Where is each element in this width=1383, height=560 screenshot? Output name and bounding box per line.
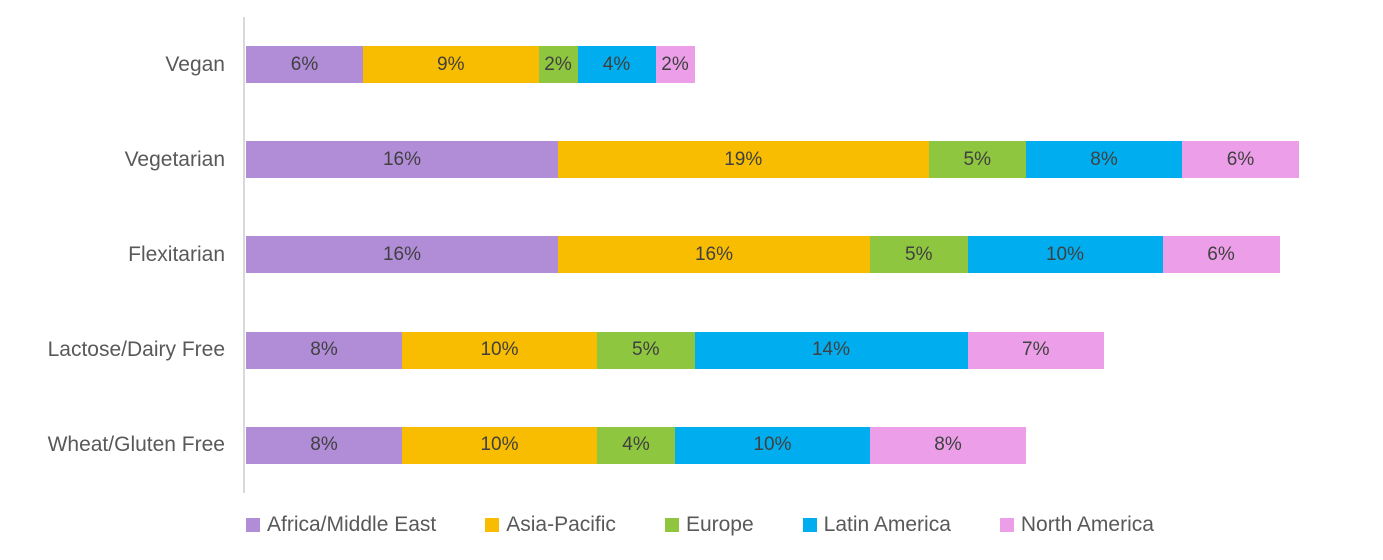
stacked-bar: 16% 16% 5% 10% 6%	[246, 236, 1280, 274]
bar-segment-north-america: 7%	[967, 331, 1104, 369]
bar-segment-europe: 4%	[597, 426, 675, 464]
legend-item-latin-america: Latin America	[802, 513, 951, 537]
legend-item-asia-pacific: Asia-Pacific	[485, 513, 616, 537]
legend-label: Africa/Middle East	[267, 513, 437, 536]
legend-swatch-icon	[802, 518, 817, 532]
data-label: 5%	[963, 148, 991, 170]
legend-label: Asia-Pacific	[506, 513, 616, 536]
data-label: 10%	[480, 339, 519, 361]
chart-row-vegetarian: Vegetarian 16% 19% 5% 8% 6%	[0, 112, 1383, 207]
data-label: 4%	[602, 53, 631, 75]
category-label: Vegan	[165, 52, 225, 76]
legend-label: Europe	[685, 513, 754, 536]
stacked-bar: 6% 9% 2% 4% 2%	[246, 46, 695, 84]
category-label: Vegetarian	[124, 147, 225, 171]
bar-segment-europe: 5%	[870, 236, 968, 274]
data-label: 14%	[811, 339, 851, 361]
data-label: 6%	[290, 53, 319, 75]
chart-row-wheat-gluten-free: Wheat/Gluten Free 8% 10% 4% 10% 8%	[0, 398, 1383, 493]
data-label: 7%	[1022, 339, 1050, 361]
bar-segment-north-america: 6%	[1182, 141, 1299, 179]
legend-item-europe: Europe	[664, 513, 754, 537]
bar-segment-europe: 2%	[538, 46, 578, 84]
chart-row-vegan: Vegan 6% 9% 2% 4% 2%	[0, 17, 1383, 112]
plot-area: Vegan 6% 9% 2% 4% 2% Vegetarian 16% 19% 5% 8% 6% Fle…	[0, 17, 1383, 493]
legend-swatch-icon	[246, 518, 260, 532]
y-axis-line	[243, 17, 245, 493]
data-label: 5%	[905, 243, 933, 265]
data-label: 9%	[437, 53, 465, 75]
bar-segment-north-america: 8%	[870, 426, 1026, 464]
data-label: 2%	[661, 53, 689, 75]
bar-segment-asia-pacific: 10%	[402, 426, 597, 464]
data-label: 16%	[382, 148, 422, 170]
bar-segment-latin-america: 8%	[1026, 141, 1182, 179]
bar-segment-latin-america: 4%	[577, 46, 656, 84]
data-label: 6%	[1226, 148, 1255, 170]
chart-row-lactose-dairy-free: Lactose/Dairy Free 8% 10% 5% 14% 7%	[0, 303, 1383, 398]
bar-segment-latin-america: 10%	[675, 426, 870, 464]
data-label: 8%	[310, 434, 338, 456]
legend: Africa/Middle East Asia-Pacific Europe Lati…	[246, 513, 1154, 537]
bar-segment-europe: 5%	[928, 141, 1026, 179]
legend-swatch-icon	[485, 518, 500, 532]
data-label: 16%	[694, 243, 734, 265]
category-label: Wheat/Gluten Free	[47, 433, 225, 457]
bar-segment-africa-middle-east: 16%	[246, 141, 558, 179]
bar-segment-asia-pacific: 19%	[558, 141, 929, 179]
data-label: 5%	[632, 339, 660, 361]
bar-segment-europe: 5%	[597, 331, 695, 369]
category-label: Flexitarian	[128, 242, 225, 266]
stacked-bar: 8% 10% 4% 10% 8%	[246, 426, 1026, 464]
bar-rows: Vegan 6% 9% 2% 4% 2% Vegetarian 16% 19% 5% 8% 6% Fle…	[0, 17, 1383, 493]
legend-swatch-icon	[664, 518, 679, 532]
bar-segment-africa-middle-east: 6%	[246, 46, 363, 84]
bar-segment-asia-pacific: 16%	[558, 236, 870, 274]
legend-label: North America	[1020, 513, 1154, 536]
bar-segment-latin-america: 10%	[967, 236, 1163, 274]
data-label: 16%	[382, 243, 422, 265]
category-label: Lactose/Dairy Free	[47, 338, 225, 362]
data-label: 10%	[480, 434, 519, 456]
bar-segment-latin-america: 14%	[694, 331, 968, 369]
data-label: 6%	[1207, 243, 1235, 265]
data-label: 4%	[622, 434, 650, 456]
bar-segment-north-america: 6%	[1162, 236, 1280, 274]
data-label: 2%	[544, 53, 572, 75]
data-label: 8%	[934, 434, 962, 456]
stacked-bar: 8% 10% 5% 14% 7%	[246, 331, 1104, 369]
bar-segment-asia-pacific: 9%	[363, 46, 539, 84]
bar-segment-africa-middle-east: 16%	[246, 236, 558, 274]
data-label: 10%	[1045, 243, 1085, 265]
data-label: 8%	[310, 339, 338, 361]
chart-row-flexitarian: Flexitarian 16% 16% 5% 10% 6%	[0, 207, 1383, 302]
legend-item-africa-middle-east: Africa/Middle East	[246, 513, 436, 537]
bar-segment-asia-pacific: 10%	[402, 331, 597, 369]
legend-label: Latin America	[823, 513, 951, 536]
data-label: 10%	[753, 434, 792, 456]
stacked-bar: 16% 19% 5% 8% 6%	[246, 141, 1299, 179]
bar-segment-north-america: 2%	[655, 46, 695, 84]
data-label: 19%	[724, 148, 763, 170]
bar-segment-africa-middle-east: 8%	[246, 331, 402, 369]
bar-segment-africa-middle-east: 8%	[246, 426, 402, 464]
legend-item-north-america: North America	[999, 513, 1154, 537]
data-label: 8%	[1090, 148, 1118, 170]
legend-swatch-icon	[999, 518, 1014, 532]
